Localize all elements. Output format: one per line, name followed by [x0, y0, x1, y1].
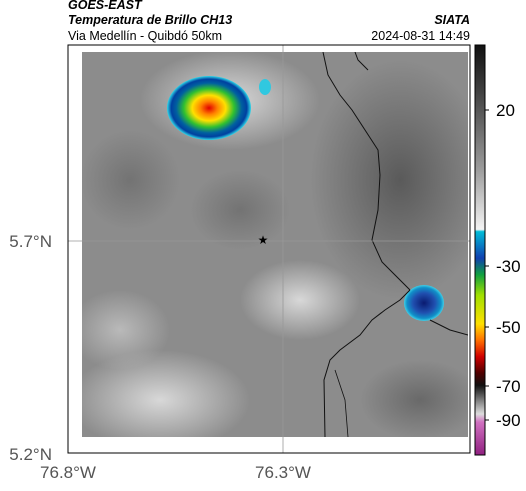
location: Via Medellín - Quibdó 50km [68, 29, 222, 43]
colorbar-tick-label: -90 [496, 411, 521, 430]
datetime: 2024-08-31 14:49 [371, 29, 470, 43]
lon-label: 76.3°W [255, 463, 311, 482]
subtitle: Temperatura de Brillo CH13 [68, 13, 232, 27]
colorbar-tick-label: -50 [496, 318, 521, 337]
colorbar [474, 44, 486, 456]
title: GOES-EAST [68, 0, 143, 12]
map-frame [67, 44, 471, 454]
city-marker: ★ [258, 233, 269, 247]
colorbar-ticks: 20 -30 -50 -70 -90 [485, 101, 521, 430]
satellite-image [82, 52, 468, 437]
colorbar-tick-label: -70 [496, 377, 521, 396]
colorbar-tick-label: 20 [496, 101, 515, 120]
lat-label: 5.2°N [9, 445, 52, 464]
lon-label: 76.8°W [40, 463, 96, 482]
lat-label: 5.7°N [9, 232, 52, 251]
colorbar-tick-label: -30 [496, 257, 521, 276]
source: SIATA [434, 13, 470, 27]
